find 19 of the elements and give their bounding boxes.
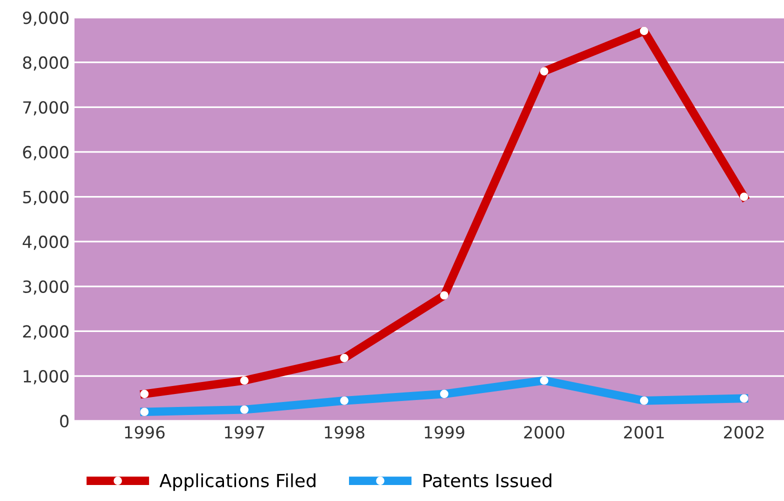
y-tick-label: 5,000 — [23, 190, 69, 206]
y-tick-label: 2,000 — [23, 325, 69, 340]
legend-label: Applications Filed — [159, 473, 316, 491]
x-tick-label: 2001 — [624, 426, 664, 439]
y-tick-label: 9,000 — [22, 11, 69, 26]
x-tick-label: 2002 — [724, 426, 764, 439]
y-tick-label: 1,000 — [24, 370, 69, 384]
y-tick-label: 4,000 — [22, 236, 69, 250]
y-tick-label: 0 — [60, 414, 69, 428]
x-tick-label: 1996 — [125, 426, 165, 439]
x-tick-label: 1997 — [224, 426, 264, 439]
x-tick-label: 1999 — [424, 426, 464, 439]
y-tick-label: 6,000 — [23, 146, 69, 160]
x-tick-label: 1998 — [324, 426, 364, 439]
legend-label: Patents Issued — [424, 473, 552, 488]
y-tick-label: 8,000 — [23, 56, 69, 71]
x-tick-label: 2000 — [524, 426, 564, 439]
y-tick-label: 7,000 — [23, 101, 69, 116]
y-tick-label: 3,000 — [23, 280, 69, 295]
